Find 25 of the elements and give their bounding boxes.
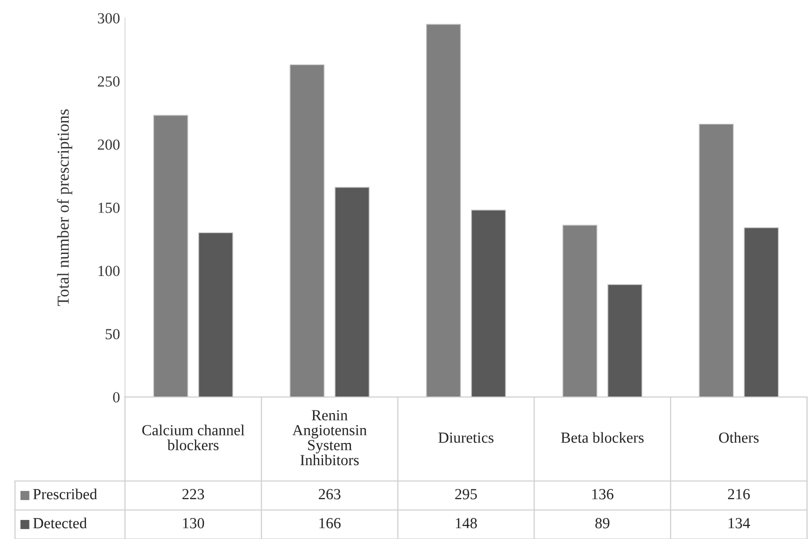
x-tick-label: Calcium channel blockers [142,424,244,450]
data-label: 136 [592,489,614,500]
y-tick-label: 50 [106,328,120,340]
x-tick-label: Beta blockers [561,432,644,443]
x-tick-label: Diuretics [438,432,494,443]
y-tick-label: 250 [98,76,120,87]
data-label: 130 [183,518,204,528]
data-label: 223 [182,489,204,500]
legend-label: Prescribed [33,488,98,500]
data-label: 166 [319,518,341,528]
x-tick-label: Renin Angiotensin System Inhibitors [292,410,367,466]
y-tick-label: 100 [98,266,120,276]
data-label: 295 [455,489,477,500]
y-tick-label: 0 [113,392,120,402]
y-tick-label: 200 [98,139,120,150]
y-axis-title: Total number of prescriptions [56,109,72,306]
data-label: 263 [318,489,340,500]
data-label: 148 [456,518,477,528]
data-label: 134 [728,518,750,528]
data-label: 89 [595,518,610,528]
data-label: 216 [728,489,750,500]
y-tick-label: 300 [98,13,120,24]
x-tick-label: Others [719,432,759,443]
legend-label: Detected [33,518,87,528]
y-tick-label: 150 [98,202,120,213]
